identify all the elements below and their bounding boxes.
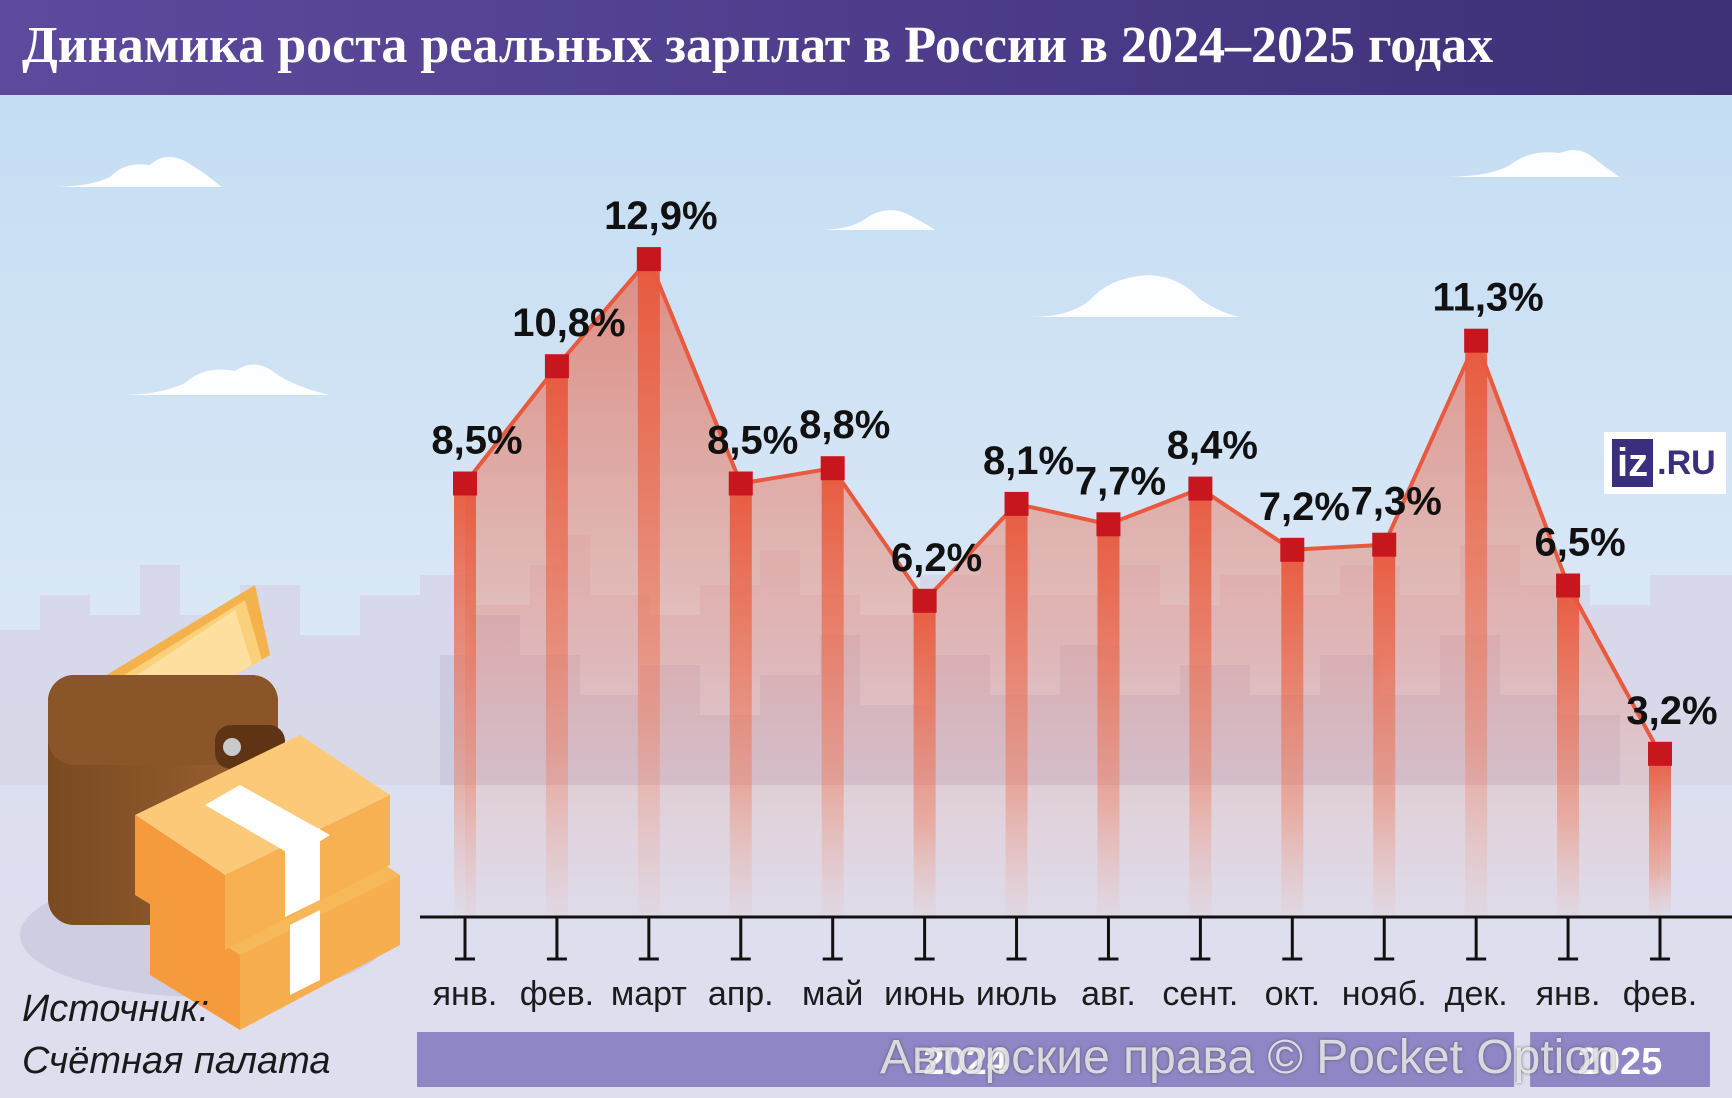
data-point-11 — [1372, 532, 1397, 557]
column-5 — [821, 468, 844, 917]
category-label-8: авг. — [1081, 975, 1136, 1013]
source-note: Источник: Счётная палата — [22, 983, 331, 1087]
value-label-13: 6,5% — [1534, 521, 1625, 565]
value-label-5: 8,8% — [799, 403, 890, 447]
x-axis-ticks — [455, 917, 1670, 961]
category-label-14: фев. — [1623, 975, 1697, 1013]
data-point-7 — [1004, 491, 1029, 516]
column-1 — [454, 483, 476, 917]
column-12 — [1465, 340, 1488, 917]
column-6 — [913, 600, 936, 917]
data-point-4 — [728, 471, 753, 496]
column-10 — [1281, 549, 1304, 917]
value-label-8: 7,7% — [1075, 459, 1166, 503]
source-name: Счётная палата — [22, 1040, 331, 1082]
data-point-9 — [1188, 476, 1213, 501]
area-fill — [465, 259, 1660, 918]
data-point-1 — [453, 471, 477, 496]
category-label-12: дек. — [1445, 975, 1508, 1013]
iz-logo: iz .RU — [1604, 432, 1726, 494]
chart-markers — [453, 247, 1672, 766]
watermark: Авторские права © Pocket Option — [880, 1031, 1618, 1084]
data-point-3 — [636, 247, 661, 272]
value-label-9: 8,4% — [1167, 424, 1258, 468]
category-label-7: июль — [976, 975, 1057, 1013]
wallet-illustration — [20, 585, 400, 1030]
category-label-1: янв. — [433, 975, 498, 1013]
x-axis-labels: янв. фев. март апр. май июнь июль авг. сент. окт.… — [433, 975, 1698, 1013]
source-label: Источник: — [22, 988, 210, 1030]
clouds — [50, 150, 1620, 395]
title-bar: Динамика роста реальных зарплат в России… — [0, 0, 1732, 95]
category-label-5: май — [802, 975, 863, 1013]
column-8 — [1097, 524, 1120, 917]
value-label-11: 7,3% — [1351, 480, 1442, 524]
chart-columns — [454, 259, 1671, 918]
data-point-12 — [1464, 328, 1489, 353]
data-point-8 — [1096, 512, 1121, 537]
chart-area-fill — [465, 259, 1660, 918]
year-bar-2025 — [1530, 1032, 1710, 1087]
series-line — [463, 257, 1662, 755]
year-label-2025: 2025 — [1578, 1041, 1663, 1083]
data-point-10 — [1280, 537, 1305, 562]
value-label-7: 8,1% — [983, 439, 1074, 483]
value-label-4: 8,5% — [707, 419, 798, 463]
column-13 — [1557, 585, 1580, 917]
value-label-3: 12,9% — [604, 194, 717, 238]
chart-value-labels: 8,5%10,8%12,9%8,5% 8,8%6,2%8,1% 7,7%8,4%7,… — [431, 194, 1717, 733]
category-label-3: март — [611, 975, 687, 1013]
column-3 — [637, 259, 660, 918]
money-stack-top — [135, 735, 390, 950]
logo-suffix: .RU — [1657, 443, 1716, 482]
column-14 — [1649, 753, 1671, 917]
category-label-4: апр. — [708, 975, 774, 1013]
value-label-1: 8,5% — [431, 419, 522, 463]
column-9 — [1189, 488, 1212, 917]
year-bars: 2024 2025 — [417, 1032, 1710, 1087]
column-4 — [729, 483, 752, 917]
value-label-14: 3,2% — [1626, 689, 1717, 733]
column-7 — [1005, 503, 1028, 917]
data-point-5 — [820, 456, 845, 481]
logo-mark: iz — [1612, 439, 1654, 487]
data-point-6 — [912, 588, 937, 613]
year-bar-2024 — [417, 1032, 1515, 1087]
category-label-6: июнь — [884, 975, 965, 1013]
category-label-9: сент. — [1162, 975, 1238, 1013]
value-label-6: 6,2% — [891, 536, 982, 580]
column-2 — [545, 366, 568, 917]
chart-area: 8,5% 10,8% 12,9% 8,5% 8,8% 6,2% 8,1% 7,7% 8,4% 7,… — [0, 95, 1732, 1098]
chart: 8,5%10,8%12,9%8,5% 8,8%6,2%8,1% 7,7%8,4%7,… — [0, 95, 1732, 1098]
value-label-2: 10,8% — [512, 301, 625, 345]
category-label-11: нояб. — [1342, 975, 1427, 1013]
category-label-13: янв. — [1536, 975, 1601, 1013]
column-11 — [1373, 544, 1396, 917]
category-label-10: окт. — [1265, 975, 1320, 1013]
data-point-14 — [1648, 741, 1672, 766]
data-point-2 — [544, 354, 569, 379]
value-label-10: 7,2% — [1259, 485, 1350, 529]
data-point-13 — [1556, 573, 1581, 598]
year-label-2024: 2024 — [923, 1041, 1008, 1083]
chart-line — [463, 257, 1662, 755]
category-label-2: фев. — [520, 975, 594, 1013]
page-title: Динамика роста реальных зарплат в России… — [22, 17, 1494, 74]
value-label-12: 11,3% — [1433, 276, 1544, 320]
